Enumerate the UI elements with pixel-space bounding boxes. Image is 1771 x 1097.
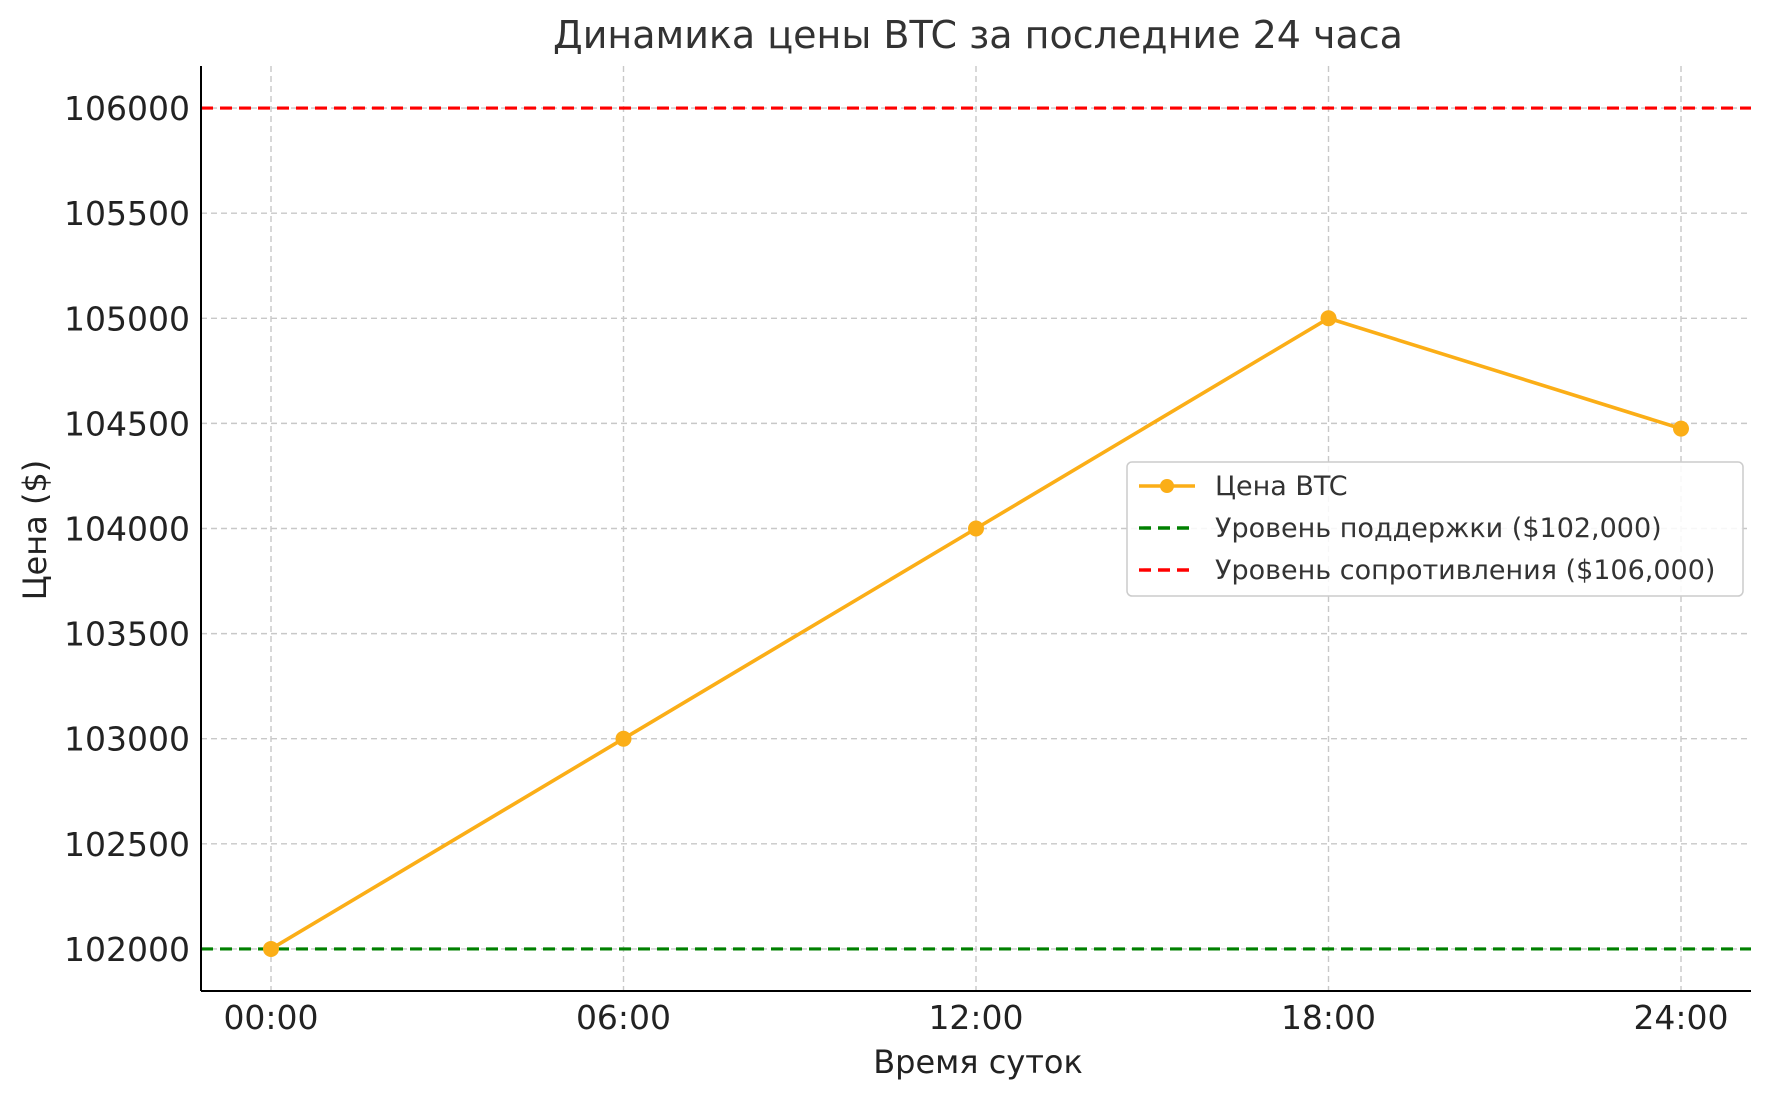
y-tick-label: 104500 [64, 404, 190, 443]
legend-label: Цена BTC [1215, 471, 1348, 502]
x-tick-label: 00:00 [223, 998, 318, 1037]
x-tick-label: 12:00 [928, 998, 1023, 1037]
legend-label: Уровень сопротивления ($106,000) [1215, 555, 1715, 586]
data-point [1673, 420, 1689, 437]
legend-box [1126, 461, 1744, 597]
x-tick-label: 18:00 [1281, 998, 1376, 1037]
tick-labels: 102000 102500 103000 103500 104000 104500 1050… [64, 89, 1729, 1037]
y-tick-label: 102500 [64, 825, 190, 864]
series [263, 310, 1689, 957]
y-axis-title: Цена ($) [16, 460, 54, 601]
y-tick-label: 105500 [64, 194, 190, 233]
legend-label: Уровень поддержки ($102,000) [1215, 513, 1662, 544]
data-point [968, 520, 984, 537]
data-point [615, 730, 632, 747]
x-tick-label: 06:00 [576, 998, 671, 1037]
y-tick-label: 102000 [64, 930, 190, 969]
chart-title: Динамика цены BTC за последние 24 часа [553, 13, 1403, 57]
axes [200, 66, 1751, 992]
y-tick-label: 103500 [64, 615, 190, 654]
data-point [263, 940, 279, 957]
legend-marker [1160, 479, 1174, 493]
reference-lines [201, 106, 1751, 951]
y-tick-label: 104000 [64, 510, 190, 549]
x-axis-title: Время суток [873, 1043, 1083, 1081]
data-point [1320, 310, 1337, 327]
y-tick-label: 105000 [64, 299, 190, 338]
y-tick-label: 106000 [64, 89, 190, 128]
y-tick-label: 103000 [64, 720, 190, 759]
x-tick-label: 24:00 [1633, 998, 1728, 1037]
legend: Цена BTC Уровень поддержки ($102,000) Уров… [1126, 461, 1744, 597]
